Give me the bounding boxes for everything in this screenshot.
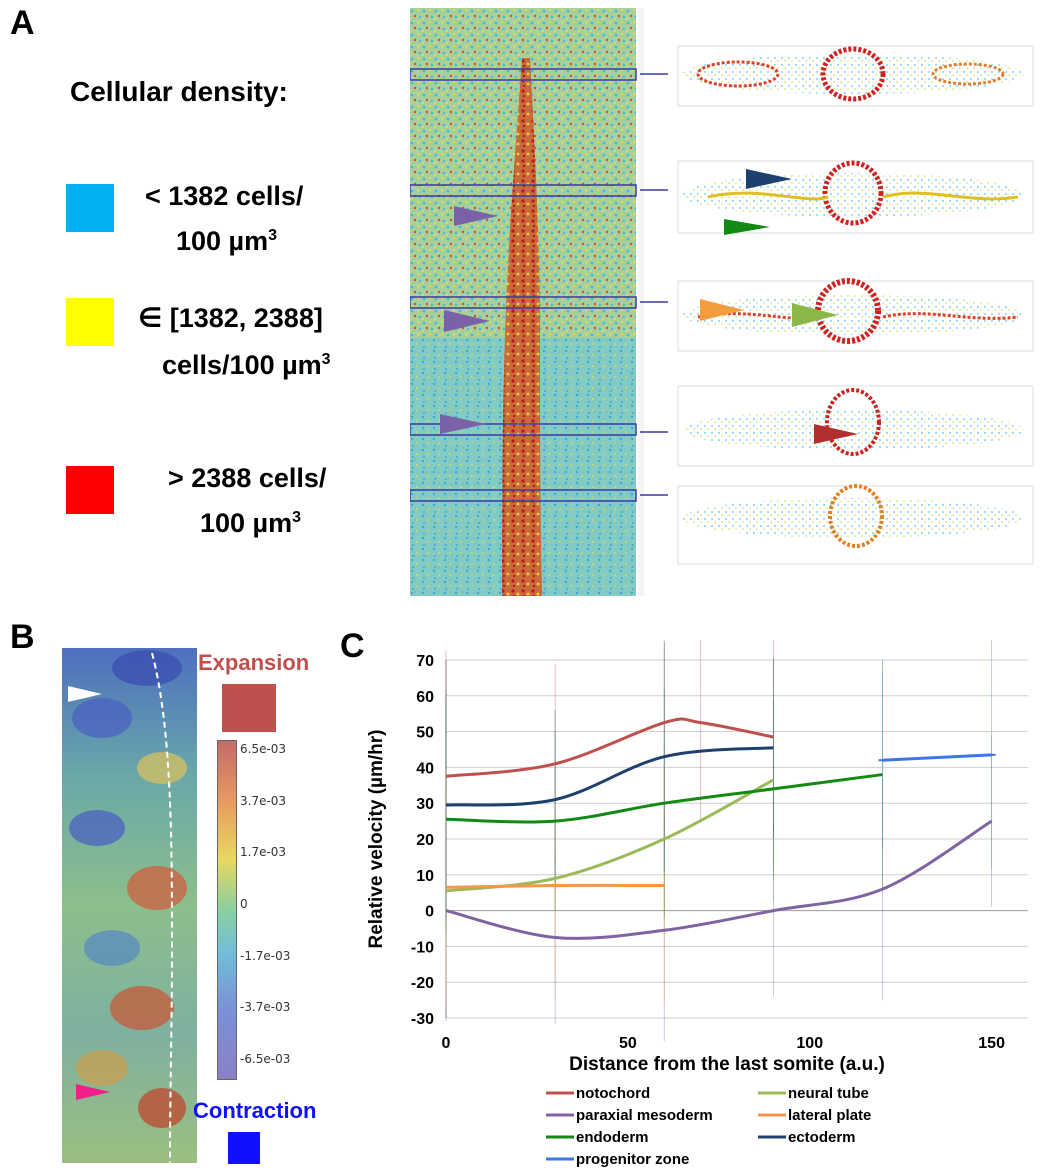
legend-swatch-low	[66, 184, 114, 232]
arrowhead-lateral-plate-icon	[700, 299, 744, 321]
x-tick-label: 100	[796, 1035, 823, 1052]
x-tick-label: 0	[442, 1035, 451, 1052]
colorbar	[217, 740, 237, 1080]
y-tick-label: 10	[416, 868, 434, 885]
legend-high-line1: > 2388 cells/	[168, 463, 327, 493]
section-1	[677, 45, 1034, 107]
panel-label-c: C	[340, 627, 365, 665]
arrowhead-paraxial-1-icon	[454, 206, 498, 226]
colorbar-tick-label: -6.5e-03	[240, 1052, 291, 1066]
purple-arrowheads	[440, 206, 498, 434]
arrowhead-ectoderm-icon	[746, 169, 792, 189]
colorbar-tick-label: 3.7e-03	[240, 793, 287, 808]
contraction-swatch	[228, 1132, 260, 1164]
series-line-lateral-plate	[445, 883, 665, 889]
legend-label: notochord	[576, 1085, 650, 1102]
colorbar-tick-label: 1.7e-03	[240, 845, 287, 860]
cross-sections	[677, 45, 1034, 565]
y-tick-label: -20	[411, 975, 434, 992]
y-tick-label: 30	[416, 796, 434, 813]
expansion-swatch	[222, 684, 276, 732]
arrowhead-white-icon	[68, 686, 102, 702]
colorbar-tick-label: -3.7e-03	[240, 1000, 291, 1015]
section-2	[677, 160, 1034, 235]
legend-low-line1: < 1382 cells/	[145, 181, 304, 211]
panel-label-a: A	[10, 4, 35, 42]
density-map-image	[410, 8, 644, 596]
legend-label: lateral plate	[788, 1107, 871, 1124]
series-line-ectoderm	[445, 746, 774, 807]
legend-low-line2: 100 µm3	[176, 226, 278, 256]
legend-high-line2: 100 µm3	[200, 508, 302, 538]
density-title: Cellular density:	[70, 76, 288, 107]
arrowhead-pink-icon	[76, 1084, 110, 1100]
arrowhead-endoderm-icon	[724, 219, 770, 235]
expansion-label: Expansion	[198, 650, 310, 675]
strain-map-image	[62, 648, 197, 1163]
colorbar-tick-label: 0	[240, 897, 248, 911]
chart-legend: notochord neural tube paraxial mesoderm lat…	[546, 1085, 871, 1168]
section-3	[677, 278, 1034, 352]
legend-label: neural tube	[788, 1085, 869, 1102]
series-line-notochord	[445, 717, 774, 778]
y-tick-label: -30	[411, 1011, 434, 1028]
x-tick-label: 50	[619, 1035, 637, 1052]
legend-swatch-mid	[66, 298, 114, 346]
arrowhead-notochord-icon	[814, 424, 858, 444]
legend-mid-line2: cells/100 µm3	[162, 350, 331, 380]
panel-label-b: B	[10, 618, 35, 656]
series-line-paraxial-mesoderm	[445, 819, 993, 940]
section-5	[677, 484, 1034, 565]
x-tick-label: 150	[978, 1035, 1005, 1052]
arrowhead-paraxial-3-icon	[440, 414, 486, 434]
y-tick-label: 70	[416, 653, 434, 670]
chart-error-bars	[445, 640, 993, 1042]
colorbar-tick-label: 6.5e-03	[240, 742, 287, 756]
y-tick-label: 60	[416, 689, 434, 706]
chart-y-ticks: 70 60 50 40 30 20 10 0 -10 -20 -30	[411, 653, 434, 1028]
colorbar-tick-label: -1.7e-03	[240, 948, 291, 963]
chart-y-axis-label: Relative velocity (µm/hr)	[366, 730, 387, 949]
legend-mid-line1: ∈ [1382, 2388]	[138, 303, 323, 333]
arrowhead-paraxial-2-icon	[444, 310, 490, 332]
section-connectors	[640, 73, 668, 496]
contraction-label: Contraction	[193, 1098, 317, 1123]
series-line-endoderm	[445, 773, 883, 824]
y-tick-label: 0	[425, 904, 434, 921]
y-tick-label: 20	[416, 832, 434, 849]
chart-x-ticks: 0 50 100 150	[442, 1035, 1006, 1052]
chart-gridlines	[445, 659, 1028, 1019]
chart-x-axis-label: Distance from the last somite (a.u.)	[569, 1054, 885, 1075]
legend-swatch-high	[66, 466, 114, 514]
legend-label: endoderm	[576, 1129, 649, 1146]
y-tick-label: 40	[416, 760, 434, 777]
section-4	[677, 385, 1034, 467]
legend-label: ectoderm	[788, 1129, 856, 1146]
y-tick-label: 50	[416, 725, 434, 742]
legend-label: paraxial mesoderm	[576, 1107, 713, 1124]
arrowhead-neural-tube-icon	[792, 303, 838, 327]
series-line-progenitor-zone	[882, 753, 992, 762]
y-tick-label: -10	[411, 939, 434, 956]
legend-label: progenitor zone	[576, 1151, 689, 1168]
chart-series-lines	[445, 717, 996, 940]
